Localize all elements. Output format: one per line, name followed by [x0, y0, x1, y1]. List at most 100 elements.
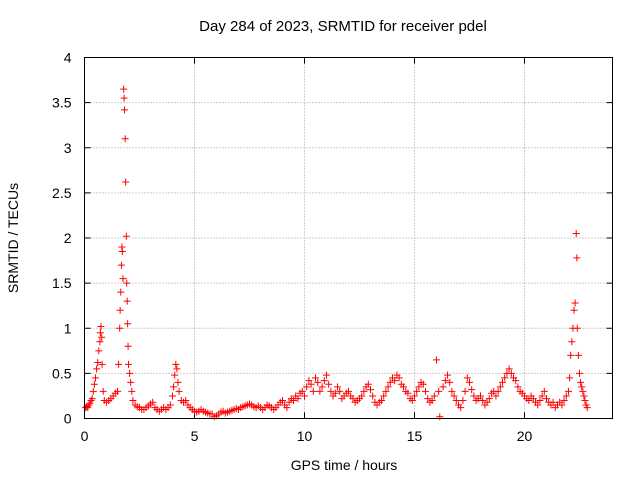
- data-point: [182, 396, 190, 404]
- data-point: [96, 338, 104, 346]
- data-point: [93, 365, 101, 373]
- data-point: [127, 378, 135, 386]
- data-point: [543, 395, 550, 403]
- data-point: [466, 378, 473, 386]
- data-point: [483, 398, 491, 406]
- data-point: [448, 387, 456, 395]
- x-tick-label: 5: [191, 428, 199, 444]
- axis-ticks: [84, 57, 613, 419]
- data-point: [94, 359, 102, 367]
- data-point: [301, 392, 308, 400]
- data-point: [114, 387, 121, 395]
- data-point: [305, 377, 313, 385]
- data-point: [174, 378, 182, 386]
- data-point: [485, 395, 493, 403]
- data-point: [318, 383, 326, 391]
- data-point: [444, 371, 451, 379]
- data-point: [283, 404, 291, 412]
- data-point: [538, 392, 546, 400]
- data-point: [505, 365, 513, 373]
- y-tick-label: 0.5: [52, 365, 72, 381]
- tick-labels: 0 5 10 15 20 0 0.5 1 1.5 2 2.5 3 3.5 4: [52, 50, 532, 445]
- data-point: [514, 383, 522, 391]
- data-point: [470, 392, 478, 400]
- data-point: [298, 387, 306, 395]
- data-point: [463, 374, 471, 382]
- data-point: [360, 387, 368, 395]
- data-point: [573, 324, 581, 332]
- data-point: [120, 94, 128, 102]
- data-point: [334, 383, 341, 391]
- data-point: [413, 387, 421, 395]
- data-point: [116, 306, 124, 314]
- data-point: [512, 377, 520, 385]
- data-point: [433, 356, 440, 364]
- data-point: [581, 396, 589, 404]
- data-point: [380, 392, 388, 400]
- y-tick-label: 4: [64, 50, 72, 66]
- data-point: [428, 396, 436, 404]
- data-point: [571, 299, 579, 307]
- data-point: [309, 387, 317, 395]
- x-tick-label: 10: [297, 428, 313, 444]
- data-point: [120, 85, 128, 93]
- data-point: [122, 178, 130, 186]
- data-point: [435, 387, 443, 395]
- data-point: [279, 396, 286, 404]
- data-point: [175, 387, 183, 395]
- data-point: [128, 387, 136, 395]
- data-point: [116, 324, 124, 332]
- data-point: [90, 380, 98, 388]
- data-point: [436, 413, 444, 421]
- data-point: [123, 297, 131, 305]
- data-point: [583, 404, 591, 412]
- data-point: [499, 378, 506, 386]
- data-point: [117, 288, 125, 296]
- data-point: [419, 380, 427, 388]
- data-point: [384, 383, 392, 391]
- data-point: [331, 389, 339, 397]
- data-point: [404, 389, 412, 397]
- data-point: [492, 392, 500, 400]
- data-point: [566, 374, 574, 382]
- data-point: [494, 387, 502, 395]
- data-point: [574, 351, 582, 359]
- data-point: [570, 306, 578, 314]
- y-tick-label: 3: [64, 140, 72, 156]
- data-point: [479, 396, 487, 404]
- data-point: [99, 387, 107, 395]
- data-point: [577, 378, 585, 386]
- data-point: [98, 360, 106, 368]
- data-point: [558, 401, 566, 409]
- data-point: [169, 392, 176, 400]
- grid: [84, 57, 613, 419]
- chart-title: Day 284 of 2023, SRMTID for receiver pde…: [199, 18, 487, 35]
- data-point: [578, 383, 586, 391]
- data-point: [411, 392, 418, 400]
- data-point: [395, 374, 403, 382]
- data-point: [172, 360, 180, 368]
- data-point: [529, 395, 537, 403]
- x-axis-label: GPS time / hours: [291, 457, 398, 473]
- data-point: [441, 377, 449, 385]
- data-point: [129, 396, 137, 404]
- data-point: [285, 398, 293, 406]
- data-point: [568, 338, 576, 346]
- data-point: [459, 396, 467, 404]
- data-point: [89, 387, 97, 395]
- data-point: [540, 387, 548, 395]
- y-axis-label: SRMTID / TECUs: [5, 183, 21, 293]
- data-point: [378, 396, 385, 404]
- data-point: [358, 392, 366, 400]
- data-point: [95, 347, 103, 355]
- data-point: [85, 401, 93, 409]
- data-point: [96, 329, 104, 337]
- data-point: [349, 395, 357, 403]
- data-point: [576, 369, 583, 377]
- data-point: [562, 392, 570, 400]
- data-point: [119, 275, 127, 283]
- data-point: [422, 387, 429, 395]
- data-point: [382, 387, 390, 395]
- data-point: [320, 377, 328, 385]
